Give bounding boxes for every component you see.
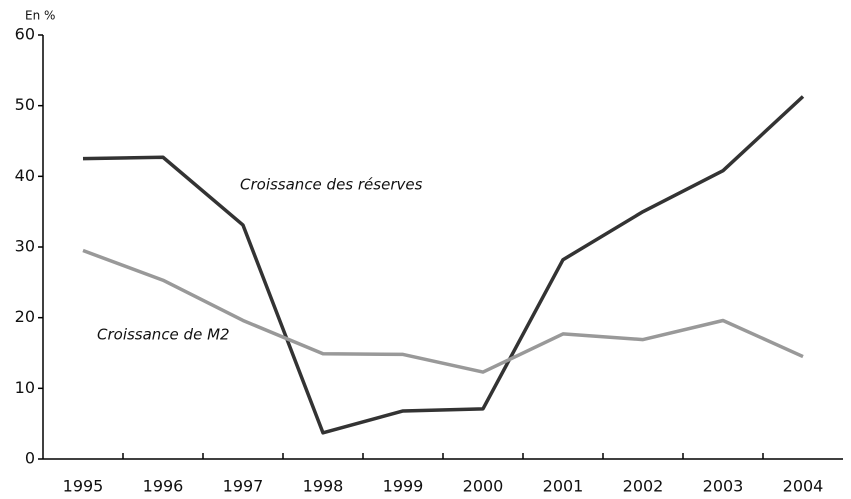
- x-tick-label: 1996: [143, 477, 184, 496]
- x-tick-label: 1999: [383, 477, 424, 496]
- y-tick-label: 20: [15, 307, 35, 326]
- y-axis-label: En %: [25, 9, 55, 23]
- x-tick-label: 2002: [623, 477, 664, 496]
- y-tick-label: 50: [15, 95, 35, 114]
- x-tick-label: 2004: [783, 477, 824, 496]
- y-tick-label: 0: [25, 449, 35, 468]
- x-tick-label: 2003: [703, 477, 744, 496]
- x-tick-label: 1997: [223, 477, 264, 496]
- x-tick-label: 1995: [63, 477, 104, 496]
- y-tick-label: 10: [15, 378, 35, 397]
- series-line: [82, 95, 805, 435]
- y-tick-label: 40: [15, 166, 35, 185]
- y-tick-label: 30: [15, 237, 35, 256]
- y-tick-label: 60: [15, 25, 35, 44]
- series-annotation: Croissance de M2: [97, 326, 230, 344]
- x-tick-label: 2001: [543, 477, 584, 496]
- series-line: [82, 248, 804, 374]
- series-annotation: Croissance des réserves: [240, 176, 423, 194]
- x-tick-label: 2000: [463, 477, 504, 496]
- x-tick-label: 1998: [303, 477, 344, 496]
